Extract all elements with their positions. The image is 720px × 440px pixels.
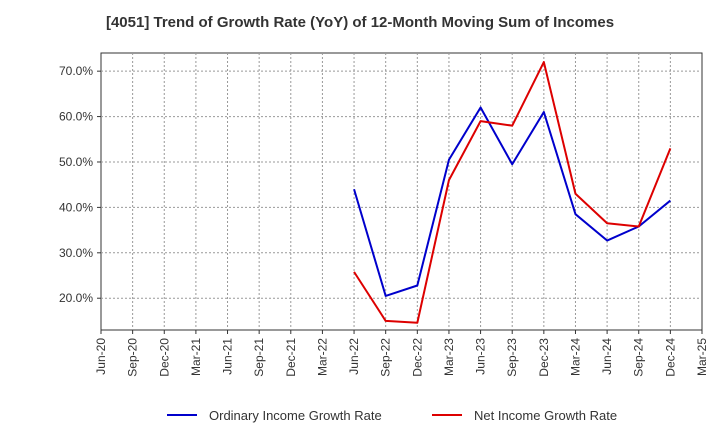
x-tick-label: Sep-24 [632,338,646,377]
y-tick-label: 60.0% [59,110,93,124]
series-line-net-income [353,61,672,324]
x-tick-label: Dec-23 [537,338,551,377]
y-tick-label: 30.0% [59,246,93,260]
y-tick-label: 40.0% [59,200,93,214]
x-tick-label: Dec-24 [663,338,677,377]
series-lines [353,61,672,324]
x-tick-label: Jun-21 [221,338,235,375]
x-tick-label: Jun-23 [474,338,488,375]
legend-label-ordinary-income: Ordinary Income Growth Rate [209,408,382,423]
y-tick-label: 20.0% [59,291,93,305]
x-tick-label: Dec-20 [157,338,171,377]
legend: Ordinary Income Growth Rate Net Income G… [167,408,617,423]
x-tick-label: Dec-21 [284,338,298,377]
chart-title: [4051] Trend of Growth Rate (YoY) of 12-… [105,14,615,31]
legend-label-net-income: Net Income Growth Rate [474,408,617,423]
x-tick-label: Jun-24 [600,338,614,375]
series-line-ordinary-income [353,106,672,297]
x-tick-label: Mar-21 [189,338,203,376]
x-tick-label: Sep-20 [126,338,140,377]
y-axis-ticks: 20.0% 30.0% 40.0% 50.0% 60.0% 70.0% [59,64,101,305]
x-tick-label: Mar-24 [568,338,582,376]
x-tick-label: Jun-22 [347,338,361,375]
x-tick-label: Mar-25 [695,338,709,376]
x-tick-label: Sep-22 [379,338,393,377]
x-tick-label: Sep-23 [505,338,519,377]
grid-lines [101,53,702,330]
x-tick-label: Mar-22 [315,338,329,376]
x-tick-label: Mar-23 [442,338,456,376]
y-tick-label: 50.0% [59,155,93,169]
y-tick-label: 70.0% [59,64,93,78]
x-axis-ticks: Jun-20 Sep-20 Dec-20 Mar-21 Jun-21 Sep-21 Dec-… [94,330,709,377]
plot-area [100,52,703,331]
x-tick-label: Sep-21 [252,338,266,377]
x-tick-label: Dec-22 [410,338,424,377]
x-tick-label: Jun-20 [94,338,108,375]
